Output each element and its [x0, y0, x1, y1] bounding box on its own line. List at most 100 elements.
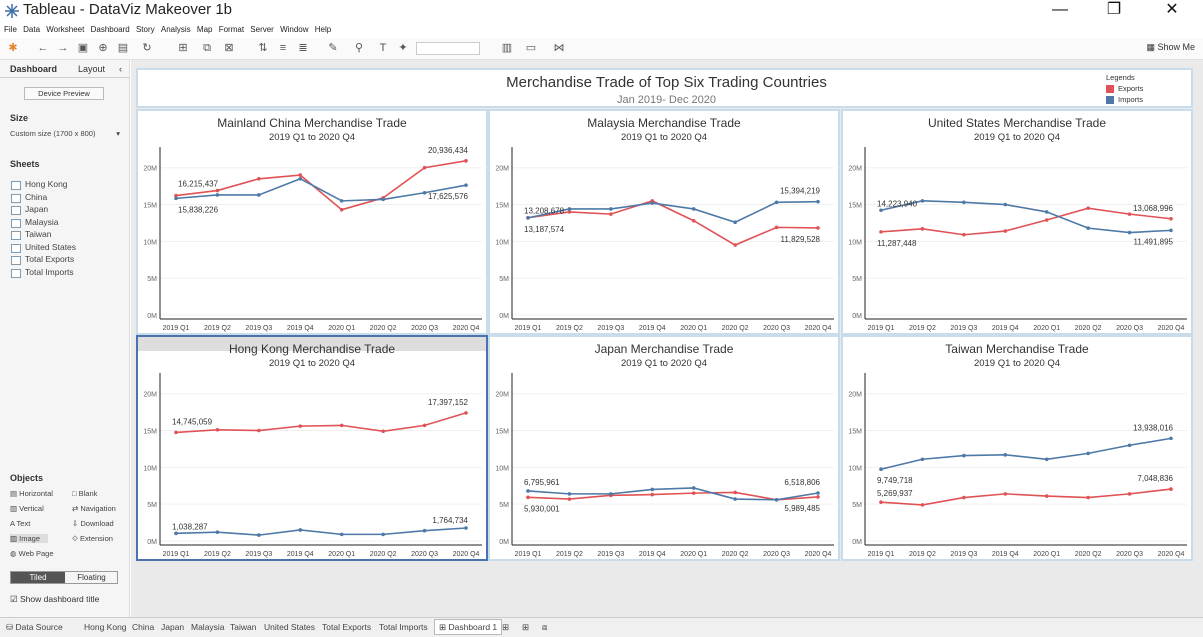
chart-panel-taiwan[interactable]: Taiwan Merchandise Trade 2019 Q1 to 2020 …	[841, 335, 1193, 561]
data-point-imports[interactable]	[215, 193, 220, 197]
chart-panel-japan[interactable]: Japan Merchandise Trade 2019 Q1 to 2020 Q…	[488, 335, 840, 561]
legend-item-imports[interactable]: Imports	[1106, 95, 1143, 104]
menu-map[interactable]: Map	[196, 25, 213, 34]
presentation-icon[interactable]: ▭	[525, 42, 537, 54]
undo-icon[interactable]: ←	[37, 42, 49, 54]
tab-dashboard-1[interactable]: ⊞ Dashboard 1	[434, 619, 503, 635]
data-point-exports[interactable]	[174, 430, 178, 435]
series-line-exports[interactable]	[175, 160, 467, 211]
data-point-imports[interactable]	[1086, 226, 1090, 230]
data-point-exports[interactable]	[733, 490, 737, 495]
menu-analysis[interactable]: Analysis	[160, 25, 191, 34]
menu-format[interactable]: Format	[218, 25, 245, 34]
tab-hong-kong[interactable]: Hong Kong	[84, 622, 127, 632]
data-point-imports[interactable]	[526, 489, 530, 493]
data-point-imports[interactable]	[298, 528, 303, 532]
size-dropdown[interactable]: Custom size (1700 x 800) ▾	[10, 129, 120, 138]
data-point-imports[interactable]	[609, 207, 613, 211]
minimize-icon[interactable]: —	[1052, 1, 1068, 18]
data-point-exports[interactable]	[1127, 492, 1132, 496]
data-point-exports[interactable]	[215, 188, 220, 193]
save-icon[interactable]: ▣	[77, 42, 89, 54]
data-point-imports[interactable]	[339, 532, 344, 537]
tiled-button[interactable]: Tiled	[11, 572, 65, 583]
data-point-imports[interactable]	[609, 492, 613, 496]
data-point-exports[interactable]	[879, 230, 883, 234]
chart-panel-hong-kong[interactable]: Hong Kong Merchandise Trade 2019 Q1 to 20…	[136, 335, 488, 561]
data-point-imports[interactable]	[1169, 436, 1173, 441]
data-point-imports[interactable]	[1044, 457, 1049, 462]
sheet-item-taiwan[interactable]: Taiwan	[11, 228, 76, 241]
data-point-exports[interactable]	[1127, 212, 1132, 216]
tab-total-imports[interactable]: Total Imports	[379, 622, 428, 632]
sort-desc-icon[interactable]: ≣	[298, 42, 308, 54]
data-point-exports[interactable]	[1169, 487, 1173, 491]
legend-item-exports[interactable]: Exports	[1106, 84, 1143, 93]
tab-japan[interactable]: Japan	[161, 622, 185, 632]
data-point-exports[interactable]	[1003, 492, 1008, 496]
data-point-exports[interactable]	[733, 243, 737, 247]
data-point-exports[interactable]	[816, 226, 820, 230]
sheet-item-hong-kong[interactable]: Hong Kong	[11, 178, 76, 191]
data-point-imports[interactable]	[174, 196, 178, 201]
data-point-imports[interactable]	[567, 492, 572, 496]
line-chart[interactable]: 0M 5M 10M 15M 20M 2019 Q1 2019 Q2 2019 Q3 2019 Q…	[138, 111, 490, 337]
sheet-item-total-exports[interactable]: Total Exports	[11, 253, 76, 266]
data-point-exports[interactable]	[464, 411, 468, 415]
tableau-home-icon[interactable]: ✱	[8, 42, 18, 54]
series-line-imports[interactable]	[175, 527, 467, 536]
collapse-pane-icon[interactable]: ‹	[119, 64, 122, 74]
data-point-exports[interactable]	[339, 207, 344, 212]
data-point-imports[interactable]	[962, 453, 966, 458]
data-point-exports[interactable]	[1044, 218, 1049, 222]
data-point-imports[interactable]	[733, 220, 737, 225]
menu-worksheet[interactable]: Worksheet	[46, 25, 85, 34]
tab-layout[interactable]: Layout	[78, 64, 106, 74]
data-point-imports[interactable]	[816, 199, 820, 204]
device-preview-button[interactable]: Device Preview	[24, 87, 104, 100]
data-point-exports[interactable]	[879, 500, 883, 504]
series-line-exports[interactable]	[880, 207, 1172, 236]
series-line-imports[interactable]	[175, 177, 467, 202]
data-point-exports[interactable]	[464, 159, 468, 163]
menu-file[interactable]: File	[4, 25, 17, 34]
tab-china[interactable]: China	[132, 622, 155, 632]
line-chart[interactable]: 0M 5M 10M 15M 20M 2019 Q1 2019 Q2 2019 Q3 2019 Q…	[490, 337, 842, 563]
series-line-exports[interactable]	[880, 488, 1172, 506]
data-point-exports[interactable]	[1003, 229, 1008, 233]
data-point-imports[interactable]	[1003, 202, 1008, 207]
data-point-exports[interactable]	[215, 428, 220, 432]
highlight-icon[interactable]: ✎	[328, 42, 338, 54]
line-chart[interactable]: 0M 5M 10M 15M 20M 2019 Q1 2019 Q2 2019 Q3 2019 Q…	[843, 337, 1195, 563]
data-point-exports[interactable]	[962, 495, 966, 500]
restore-icon[interactable]: ❐	[1106, 1, 1122, 18]
data-point-imports[interactable]	[774, 497, 779, 502]
data-point-imports[interactable]	[691, 207, 696, 211]
series-line-imports[interactable]	[527, 487, 819, 501]
pause-updates-icon[interactable]: ▤	[117, 42, 129, 54]
data-point-imports[interactable]	[1127, 230, 1132, 235]
series-line-exports[interactable]	[175, 412, 467, 434]
line-chart[interactable]: 0M 5M 10M 15M 20M 2019 Q1 2019 Q2 2019 Q3 2019 Q…	[843, 111, 1195, 337]
fit-dropdown[interactable]	[416, 42, 480, 55]
object-image[interactable]: ▨ Image	[10, 534, 49, 543]
data-point-exports[interactable]	[339, 423, 344, 428]
data-point-exports[interactable]	[920, 227, 925, 231]
data-point-exports[interactable]	[567, 497, 572, 501]
new-sheet-icon[interactable]: ⊞	[502, 622, 510, 632]
menu-story[interactable]: Story	[135, 25, 155, 34]
data-point-exports[interactable]	[609, 212, 613, 216]
data-point-exports[interactable]	[920, 503, 925, 507]
new-story-icon[interactable]: ⧈	[542, 622, 548, 632]
sheet-item-japan[interactable]: Japan	[11, 203, 76, 216]
object-extension[interactable]: ⟐ Extension	[72, 534, 113, 544]
data-point-exports[interactable]	[526, 495, 530, 500]
data-point-imports[interactable]	[567, 207, 572, 211]
data-point-exports[interactable]	[567, 210, 572, 214]
data-point-imports[interactable]	[691, 486, 696, 490]
data-point-imports[interactable]	[422, 528, 427, 533]
data-point-exports[interactable]	[257, 428, 261, 433]
redo-icon[interactable]: →	[57, 42, 69, 54]
data-point-exports[interactable]	[422, 423, 427, 428]
floating-button[interactable]: Floating	[77, 573, 106, 582]
